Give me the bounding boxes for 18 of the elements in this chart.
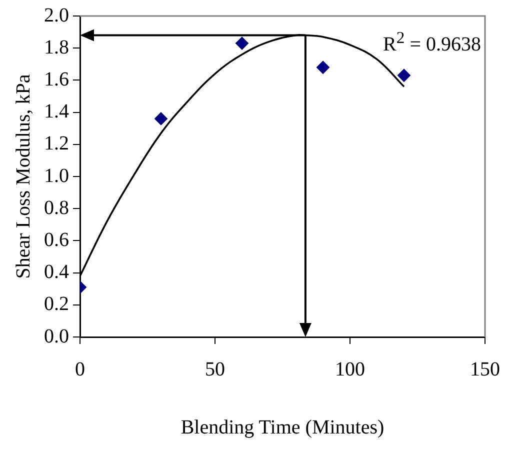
y-tick-label: 0.6 [44,228,69,251]
x-axis-title: Blending Time (Minutes) [180,416,384,438]
x-tick-label: 50 [205,358,225,380]
y-tick-label: 1.2 [44,132,69,155]
y-tick-label: 1.4 [44,100,69,123]
y-tick-label: 0.8 [44,196,69,219]
y-tick-label: 0.0 [44,325,69,348]
y-tick-label: 2.0 [44,4,69,26]
y-tick-label: 1.8 [44,36,69,58]
x-tick-label: 150 [470,358,500,380]
y-tick-label: 0.4 [44,261,69,284]
x-tick-label: 100 [335,358,365,380]
annotation: R$^{2}$ = 0.9638 [383,28,481,57]
y-axis-title: Shear Loss Modulus, kPa [12,74,34,279]
x-tick-label: 0 [75,358,85,380]
y-tick-label: 1.6 [44,68,69,90]
y-tick-label: 1.0 [44,164,69,187]
y-tick-label: 0.2 [44,293,69,316]
